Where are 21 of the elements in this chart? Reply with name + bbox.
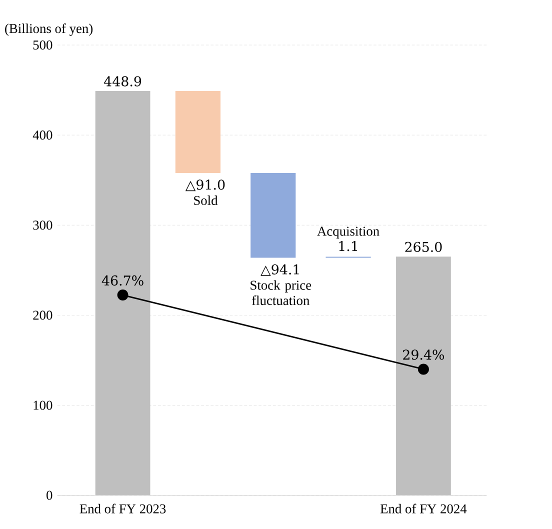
y-tick-label: 200 (33, 310, 52, 320)
x-tick-label: Stock price fluctuation (250, 280, 312, 306)
y-tick-label: 100 (34, 400, 52, 410)
x-tick-label: Acquisition (317, 226, 380, 239)
y-tick-label: 500 (33, 40, 52, 50)
x-tick-label: End of FY 2024 (380, 504, 467, 514)
y-tick-label: 0 (46, 490, 52, 500)
bar (175, 91, 221, 174)
y-tick-label: 300 (33, 220, 52, 230)
bar (250, 173, 296, 258)
data-label: 448.9 (104, 76, 142, 86)
data-label: 46.7% (102, 276, 144, 286)
data-label: 1.1 (339, 241, 358, 252)
x-tick-label: End of FY 2023 (80, 504, 166, 514)
x-tick-label: Sold (194, 196, 218, 206)
y-tick-label: 400 (32, 130, 52, 140)
data-label: 265.0 (405, 242, 442, 252)
data-label: 29.4% (403, 350, 444, 360)
data-label: △91.0 (185, 180, 225, 192)
data-label: △94.1 (260, 264, 299, 276)
y-axis-title: (Billions of yen) (5, 24, 93, 36)
